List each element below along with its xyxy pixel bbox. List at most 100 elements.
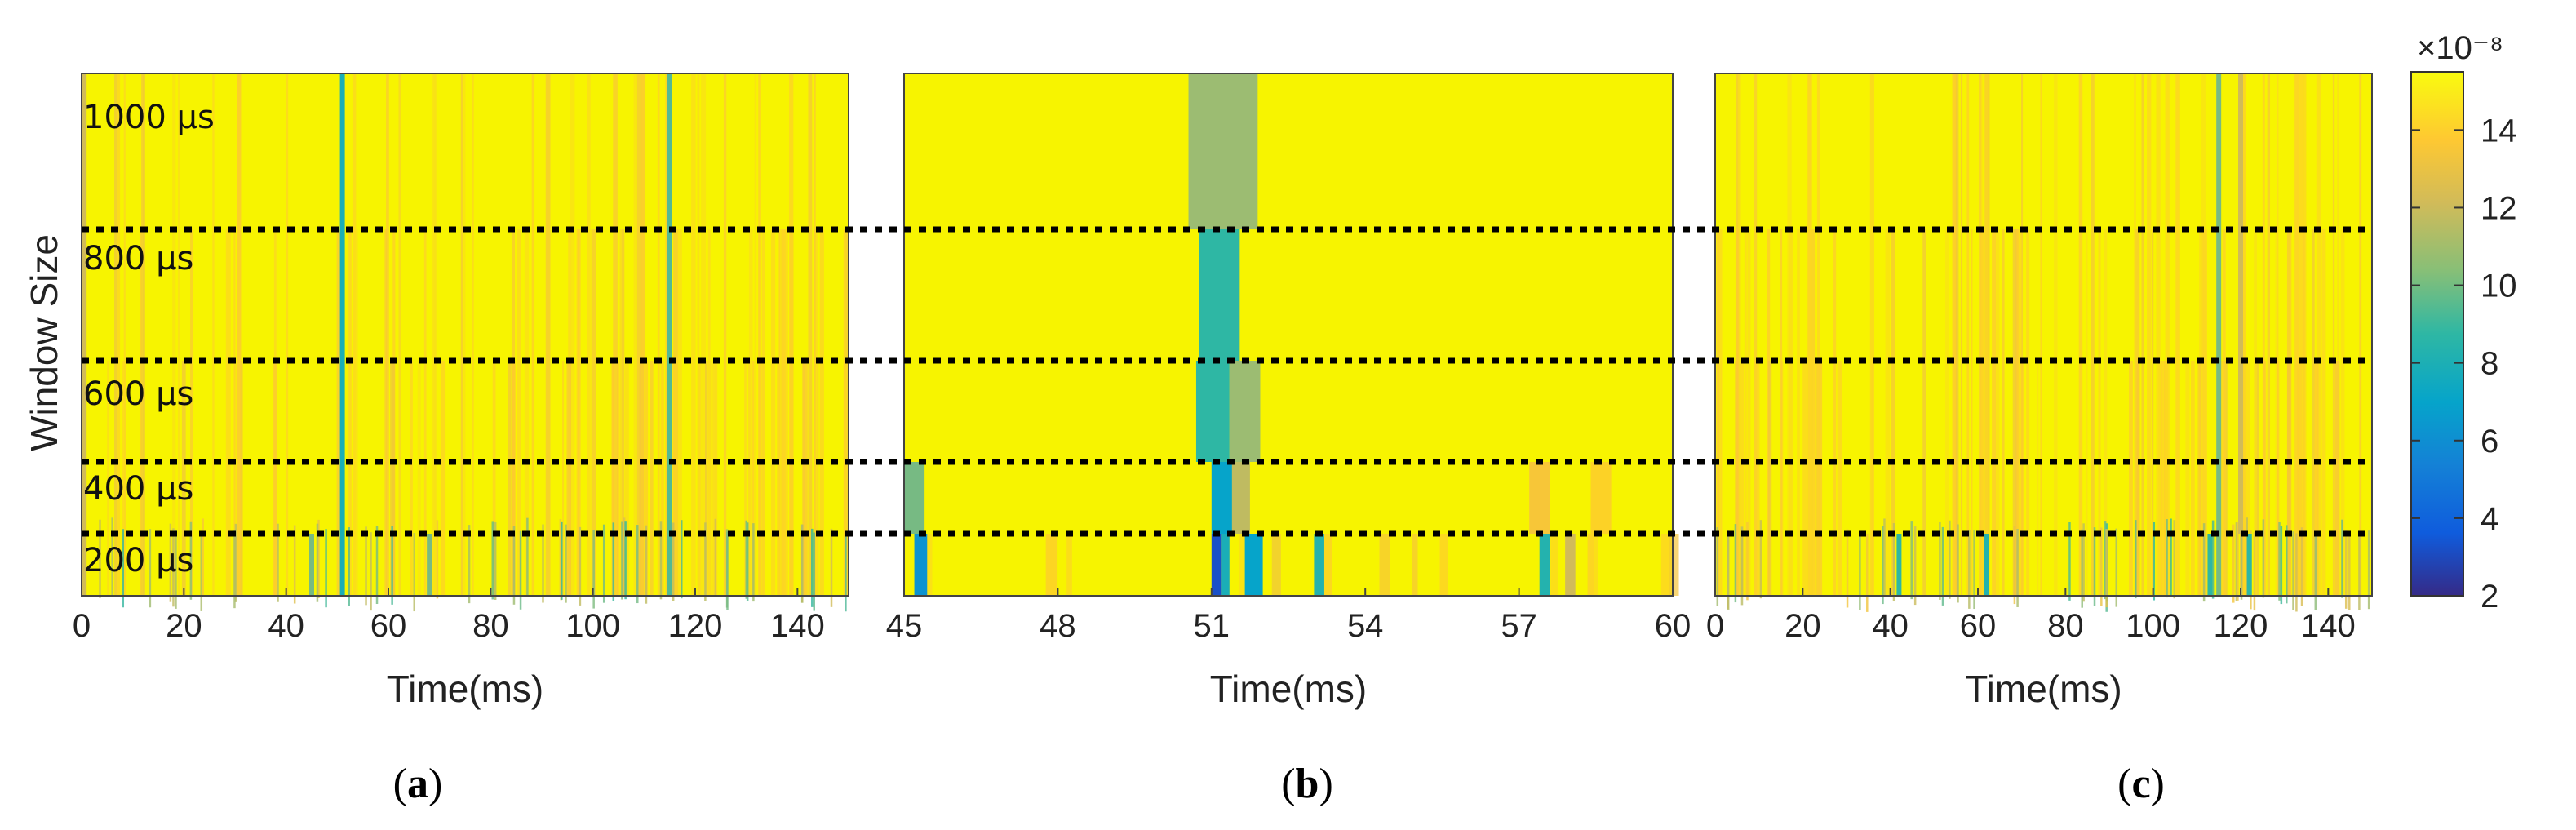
heatmap-panel-c: 0 20 40 60 80 100 120 140 Time(ms)	[1706, 73, 2373, 710]
x-tick-label-a: 0	[73, 608, 91, 644]
texture-stripe	[2017, 229, 2023, 596]
y-axis-label: Window Size	[23, 234, 65, 451]
texture-stripe	[1837, 361, 1842, 596]
texture-stripe	[240, 361, 243, 596]
texture-stripe	[293, 525, 296, 604]
texture-stripe	[621, 521, 623, 600]
texture-stripe	[587, 73, 591, 596]
heatmap-cell-a-1-2	[667, 361, 672, 462]
texture-stripe	[169, 523, 172, 602]
texture-stripe	[2344, 530, 2348, 609]
texture-stripe	[1271, 534, 1281, 596]
texture-stripe	[1957, 524, 1959, 603]
texture-stripe	[2170, 518, 2172, 597]
texture-stripe	[172, 73, 176, 596]
heatmap-cell-a-1-4	[667, 534, 672, 596]
x-tick-label-b: 57	[1501, 608, 1537, 644]
texture-stripe	[365, 526, 367, 606]
texture-stripe	[817, 361, 819, 596]
texture-stripe	[123, 73, 126, 596]
texture-stripe	[114, 73, 117, 596]
texture-stripe	[1660, 534, 1670, 596]
heatmap-cell-a-3-4	[309, 534, 314, 596]
x-tick-label-c: 80	[2047, 608, 2084, 644]
texture-stripe	[317, 519, 320, 598]
texture-stripe	[512, 361, 516, 596]
texture-stripe	[1882, 526, 1884, 605]
heatmap-cell-a-2-1	[82, 229, 87, 361]
texture-stripe	[2199, 229, 2204, 596]
texture-stripe	[149, 529, 152, 608]
texture-stripe	[212, 73, 215, 596]
texture-stripe	[714, 518, 717, 597]
texture-stripe	[1859, 531, 1861, 610]
heatmap-panel-a: 0 20 40 60 80 100 120 140 Time(ms)	[73, 73, 849, 710]
texture-stripe	[677, 229, 682, 596]
heatmap-cell-b-12-4	[1244, 534, 1263, 596]
texture-stripe	[559, 519, 562, 598]
x-tick-label-c: 20	[1785, 608, 1821, 644]
heatmap-cell-b-2-2	[1195, 361, 1230, 462]
texture-stripe	[2232, 524, 2235, 603]
texture-stripe	[2340, 229, 2345, 596]
texture-stripe	[1949, 520, 1951, 599]
texture-stripe	[579, 526, 582, 606]
texture-stripe	[2241, 73, 2246, 596]
texture-stripe	[707, 361, 711, 596]
texture-stripe	[619, 229, 622, 596]
texture-stripe	[2299, 73, 2304, 596]
texture-stripe	[99, 519, 101, 598]
x-tick-label-c: 40	[1872, 608, 1909, 644]
texture-stripe	[440, 361, 446, 596]
texture-stripe	[1740, 361, 1745, 596]
texture-stripe	[2359, 73, 2362, 596]
texture-stripe	[111, 517, 113, 597]
heatmap-cell-c-1-3	[2238, 462, 2243, 534]
heatmap-cell-b-13-4	[1314, 534, 1324, 596]
texture-stripe	[783, 229, 788, 596]
texture-stripe	[2280, 526, 2283, 605]
texture-stripe	[1669, 534, 1679, 596]
texture-stripe	[463, 73, 466, 596]
x-tick-label-a: 80	[472, 608, 509, 644]
texture-stripe	[639, 361, 645, 596]
texture-stripe	[565, 524, 567, 603]
texture-stripe	[468, 525, 471, 604]
colorbar-tick-label: 4	[2481, 501, 2498, 537]
texture-stripe	[2185, 361, 2190, 596]
texture-stripe	[2245, 361, 2250, 596]
x-tick-label-c: 140	[2301, 608, 2356, 644]
texture-stripe	[2367, 530, 2370, 610]
texture-stripe	[691, 73, 696, 596]
texture-stripe	[2078, 73, 2083, 596]
texture-stripe	[1960, 73, 1963, 596]
texture-stripe	[1922, 229, 1926, 596]
texture-stripe	[1952, 73, 1956, 596]
heatmap-cell-a-1-3	[667, 462, 672, 534]
heatmap-cell-a-0-0	[339, 73, 345, 229]
texture-stripe	[1716, 229, 1720, 596]
texture-stripe	[566, 361, 571, 596]
texture-stripe	[705, 361, 708, 596]
texture-stripe	[190, 229, 193, 596]
texture-stripe	[2197, 361, 2201, 596]
texture-stripe	[754, 73, 757, 596]
texture-stripe	[2190, 361, 2195, 596]
texture-stripe	[1781, 361, 1784, 596]
texture-stripe	[410, 361, 413, 596]
heatmap-cell-c-1-0	[2238, 73, 2243, 229]
texture-stripe	[2358, 531, 2361, 610]
texture-stripe	[277, 523, 279, 602]
texture-stripe	[1992, 229, 1996, 596]
texture-stripe	[2068, 522, 2071, 601]
texture-stripe	[2262, 73, 2265, 596]
texture-stripe	[370, 532, 372, 611]
texture-stripe	[1740, 526, 1744, 606]
texture-stripe	[2286, 525, 2288, 604]
texture-stripe	[1735, 229, 1739, 596]
texture-stripe	[1892, 523, 1895, 602]
heatmap-cell-c-5-4	[2246, 534, 2252, 596]
texture-stripe	[140, 229, 142, 596]
texture-stripe	[2302, 73, 2307, 596]
colorbar-tick-label: 8	[2481, 346, 2498, 382]
